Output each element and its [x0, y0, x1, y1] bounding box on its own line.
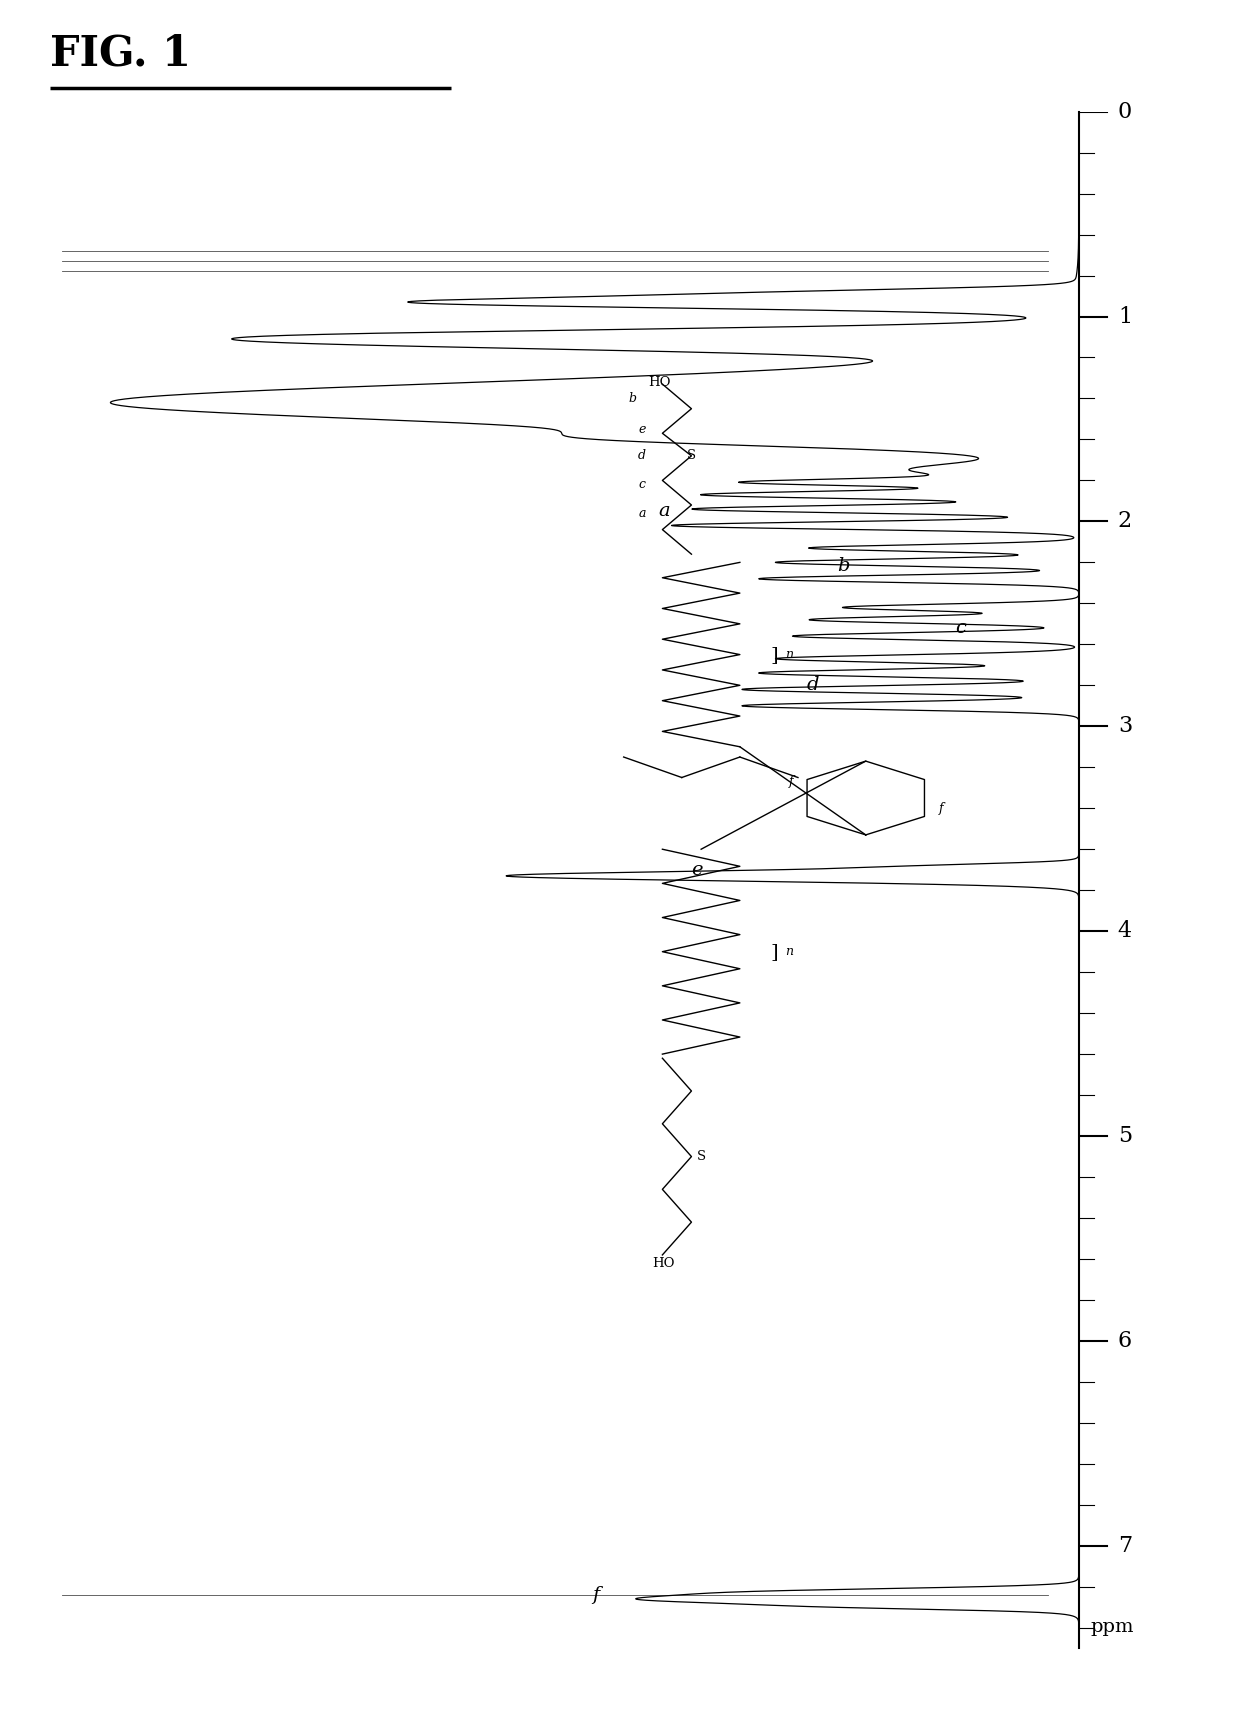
Text: S: S: [687, 450, 697, 462]
Text: 3: 3: [1118, 716, 1132, 737]
Text: 2: 2: [1118, 510, 1132, 532]
Text: a: a: [658, 501, 671, 520]
Text: FIG. 1: FIG. 1: [50, 33, 191, 74]
Text: 6: 6: [1118, 1331, 1132, 1351]
Text: b: b: [629, 391, 636, 405]
Text: ]: ]: [771, 943, 779, 962]
Text: S: S: [697, 1150, 706, 1162]
Text: d: d: [639, 450, 646, 462]
Text: HO: HO: [652, 1257, 676, 1269]
Text: 7: 7: [1118, 1535, 1132, 1557]
Text: n: n: [785, 944, 794, 958]
Text: n: n: [785, 647, 794, 661]
Text: 4: 4: [1118, 920, 1132, 943]
Text: 5: 5: [1118, 1125, 1132, 1147]
Text: ppm: ppm: [1090, 1617, 1135, 1636]
Text: f: f: [789, 774, 792, 788]
Text: HO: HO: [647, 376, 671, 388]
Text: b: b: [837, 558, 849, 575]
Text: c: c: [639, 477, 645, 491]
Text: f: f: [593, 1587, 599, 1604]
Text: 1: 1: [1118, 306, 1132, 328]
Text: e: e: [639, 422, 646, 436]
Text: d: d: [807, 676, 820, 694]
Text: f: f: [939, 802, 944, 816]
Text: ]: ]: [771, 646, 779, 663]
Text: c: c: [956, 618, 966, 637]
Text: a: a: [639, 507, 646, 520]
Text: 0: 0: [1118, 101, 1132, 122]
Text: e: e: [691, 860, 702, 879]
